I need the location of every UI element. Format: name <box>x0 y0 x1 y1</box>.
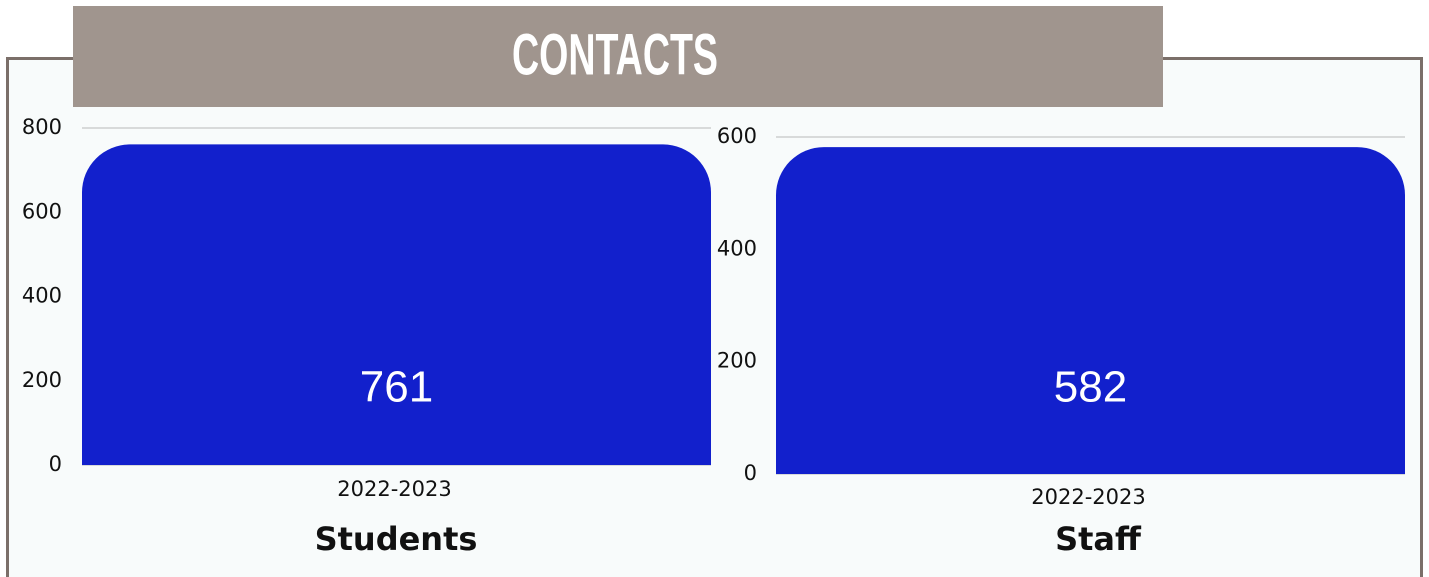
y-tick-label: 200 <box>717 349 757 373</box>
y-tick-label: 200 <box>22 368 62 392</box>
y-tick-label: 800 <box>22 115 62 139</box>
y-tick-label: 600 <box>717 124 757 148</box>
header-banner <box>73 6 1163 107</box>
value-label: 761 <box>360 363 433 412</box>
value-label: 582 <box>1054 363 1127 412</box>
x-tick-label: 2022-2023 <box>1031 485 1145 509</box>
chart-title: Staff <box>1055 520 1142 558</box>
y-tick-label: 600 <box>22 199 62 223</box>
y-tick-label: 0 <box>744 461 757 485</box>
chart-title: Students <box>315 520 478 558</box>
bar <box>776 147 1405 475</box>
bar <box>82 144 711 465</box>
y-tick-label: 400 <box>717 236 757 260</box>
header-title: CONTACTS <box>512 22 718 87</box>
y-tick-label: 400 <box>22 284 62 308</box>
y-tick-label: 0 <box>49 452 62 476</box>
x-tick-label: 2022-2023 <box>337 477 451 501</box>
